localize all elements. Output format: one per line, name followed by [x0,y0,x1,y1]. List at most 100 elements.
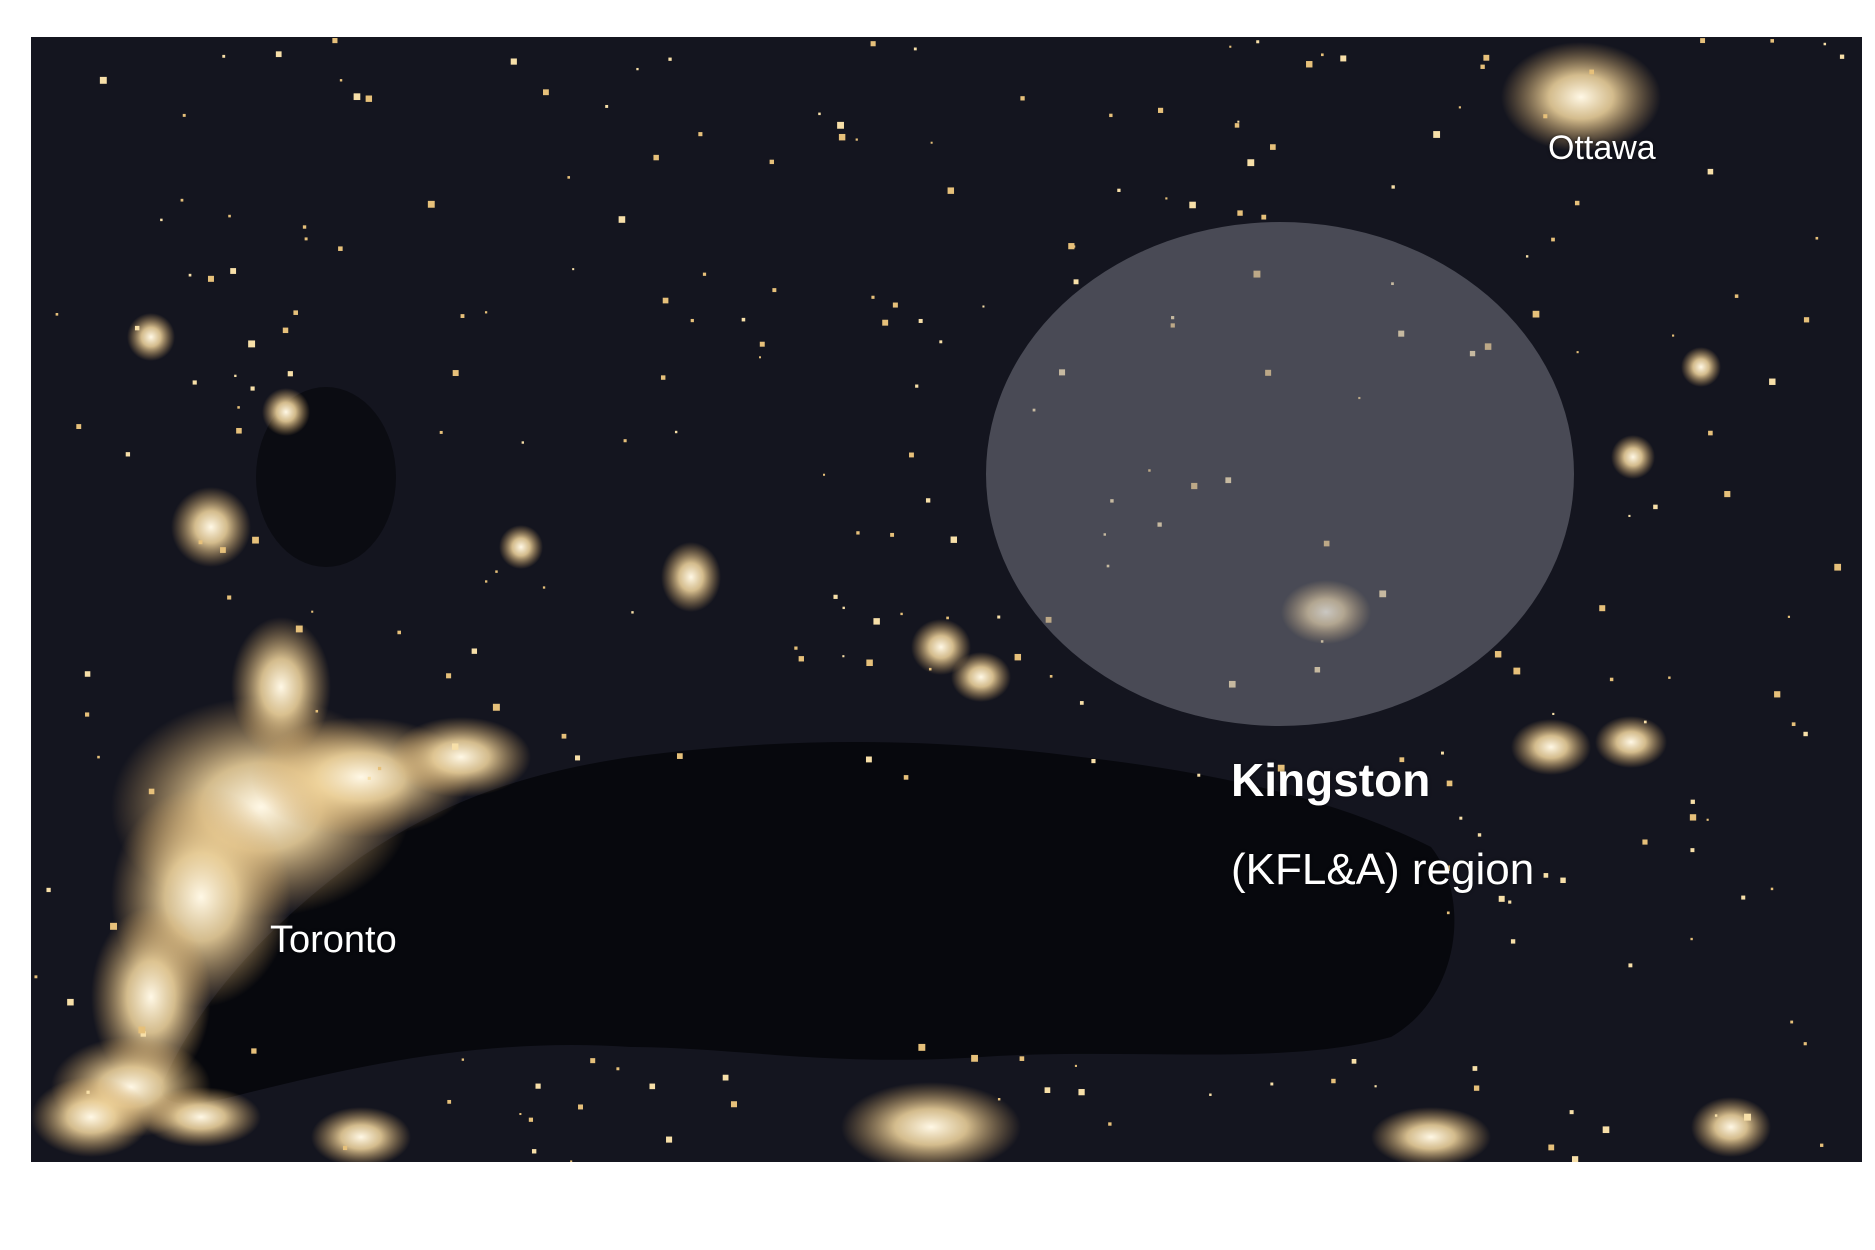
town-light [636,67,639,71]
town-light [1532,310,1540,318]
town-light [1228,680,1236,688]
town-light [1820,1143,1824,1147]
town-light [1440,751,1444,755]
town-light [1668,676,1671,679]
town-light [377,766,382,771]
town-light [823,473,826,476]
town-light [1197,773,1201,777]
town-light [207,275,214,282]
town-light [873,618,880,625]
town-light [1543,873,1549,878]
town-light [1078,1089,1085,1096]
town-light [605,104,609,108]
town-light [192,380,197,385]
town-light [837,121,844,129]
town-light [900,612,903,616]
city-light [1595,716,1667,768]
town-light [252,536,259,544]
town-light [304,237,308,241]
city-light [1611,435,1655,479]
town-light [909,452,914,458]
town-light [1108,1122,1112,1126]
label-kfla-region: (KFL&A) region [1231,845,1535,894]
town-light [769,159,774,165]
town-light [446,673,452,679]
town-light [1815,236,1819,240]
town-light [631,611,634,614]
town-light [1079,701,1084,705]
town-light [918,1043,926,1051]
town-light [1803,731,1808,737]
town-light [1552,712,1555,716]
label-kingston: Kingston [1231,754,1431,806]
town-light [890,532,895,537]
town-light [1331,1078,1336,1084]
town-light [519,1112,522,1116]
town-light [915,384,919,388]
town-light [759,356,762,359]
town-light [1091,759,1096,764]
town-light [1391,282,1394,286]
town-light [866,659,873,667]
town-light [1306,61,1313,68]
town-light [287,371,293,377]
city-light [262,388,310,436]
town-light [535,1083,541,1089]
town-light [616,1067,620,1071]
town-light [180,198,184,202]
town-light [1525,255,1529,258]
town-light [570,1160,573,1162]
town-light [1019,1056,1025,1061]
town-light [997,1098,1001,1101]
town-light [1398,330,1405,337]
town-light [833,594,838,599]
town-light [674,430,678,434]
town-light [86,1090,90,1094]
town-light [251,1048,257,1054]
town-light [439,430,443,434]
town-light [590,1058,596,1064]
town-light [1171,316,1175,320]
town-light [97,755,100,759]
town-light [1117,188,1121,192]
town-light [353,93,361,101]
town-light [759,341,765,347]
town-light [946,616,949,620]
town-light [794,646,798,650]
city-light [841,1082,1021,1162]
town-light [1165,197,1168,200]
town-light [275,51,282,58]
town-light [76,424,82,429]
town-light [1237,120,1240,123]
town-light [1510,939,1516,944]
town-light [939,340,943,344]
town-light [484,311,488,314]
town-light [125,452,131,457]
town-light [578,1104,584,1110]
town-light [913,47,917,51]
town-light [99,76,107,84]
town-light [1106,564,1110,568]
town-light [315,709,319,713]
town-light [46,887,51,893]
town-light [1270,144,1276,150]
town-light [918,318,923,323]
town-light [531,1149,537,1154]
town-light [1744,1113,1751,1121]
town-light [1513,667,1521,675]
town-light [1237,210,1243,216]
town-light [148,788,155,795]
town-light [871,295,875,299]
town-light [1473,1085,1480,1091]
town-light [1571,1156,1579,1162]
town-light [528,1117,534,1122]
town-light [451,743,459,750]
town-light [1225,477,1232,484]
town-light [572,268,575,271]
town-light [542,586,546,589]
town-light [1032,408,1036,412]
city-light [951,652,1011,702]
town-light [1787,615,1791,618]
town-light [543,89,549,96]
town-light [1569,1110,1574,1115]
